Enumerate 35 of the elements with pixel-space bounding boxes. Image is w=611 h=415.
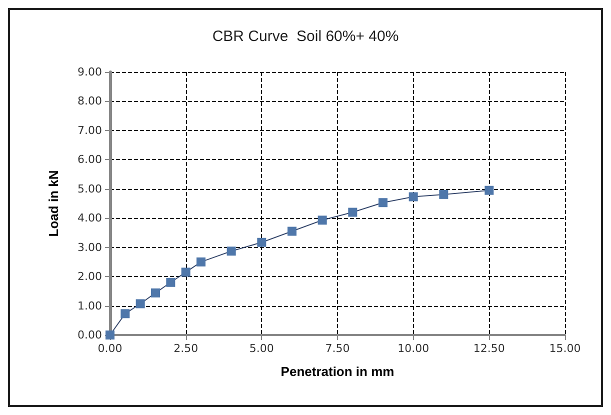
x-tick-label: 10.00 [398,342,430,355]
y-tick-label: 8.00 [78,94,102,108]
point [181,268,190,277]
point [226,246,236,256]
point [257,238,266,247]
y-tick-label: 1.00 [78,299,102,312]
point [151,288,160,298]
point [348,208,358,217]
point [166,278,176,287]
y-tick-label: 9.00 [78,66,102,78]
y-tick-label: 0.00 [78,328,102,342]
point [439,190,448,199]
y-tick-label: 2.00 [78,270,102,284]
point [288,226,296,236]
y-tick-label: 3.00 [78,240,102,254]
point [120,309,130,318]
x-axis-title: Penetration in mm [280,364,394,379]
point [408,192,418,202]
x-tick-label: 0.00 [98,342,122,355]
point [196,257,206,266]
y-tick-label: 6.00 [78,153,102,166]
point [484,186,494,195]
y-tick-label: 5.00 [78,182,102,196]
chart-title: CBR Curve Soil 60%+ 40% [212,28,399,45]
x-tick-label: 12.50 [473,342,505,355]
point [136,299,145,308]
x-tick-label: 5.00 [249,342,274,355]
point [378,198,388,208]
y-tick-label: 4.00 [78,212,102,225]
x-tick-label: 15.00 [549,342,581,355]
y-axis-title: Load in kN [46,170,61,237]
x-tick-label: 7.50 [325,342,350,355]
point [318,216,327,225]
y-tick-label: 7.00 [78,124,102,137]
x-tick-label: 2.50 [174,342,198,355]
